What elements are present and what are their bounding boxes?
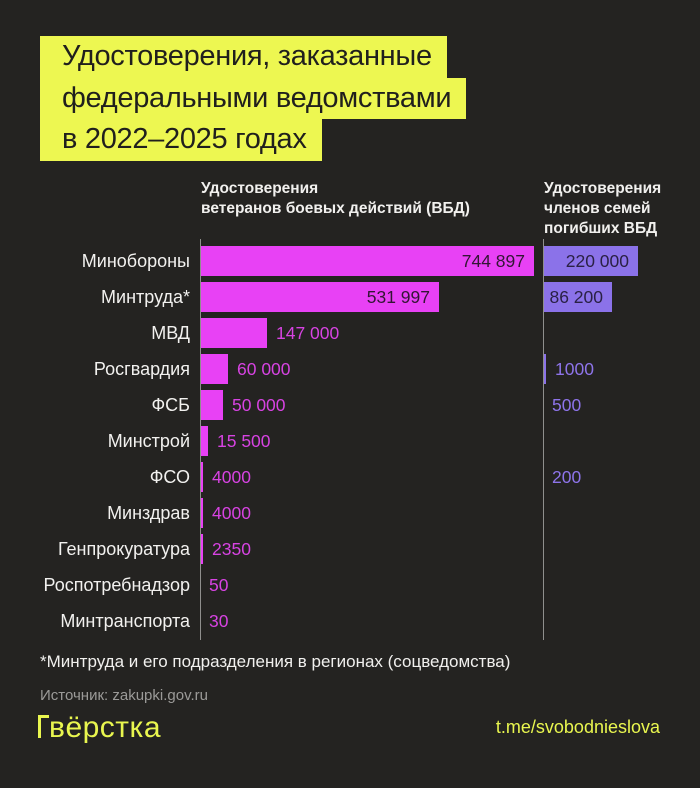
chart-row: ФСБ 50 000 500	[0, 390, 700, 426]
category-label: Генпрокуратура	[57, 539, 190, 559]
bar-chart: Минобороны 744 897 220 000 Минтруда* 531 997…	[0, 246, 700, 646]
telegram-handle: t.me/svobodnieslova	[495, 717, 660, 737]
chart-row: Роспотребнадзор 50	[0, 570, 700, 606]
value-label: 4000	[212, 503, 251, 523]
bar-vbd	[201, 462, 203, 492]
bar-vbd: 744 897	[201, 246, 534, 276]
left-column-header: Удостоверения ветеранов боевых действий …	[201, 179, 470, 219]
footnote: *Минтруда и его подразделения в регионах…	[40, 652, 511, 671]
bar-vbd	[201, 390, 223, 420]
verstka-logo-text: вёрстка	[49, 711, 162, 744]
category-label: ФСО	[149, 467, 190, 487]
value-label: 147 000	[276, 323, 340, 343]
title-line-3: в 2022–2025 годах	[40, 119, 322, 161]
value-label: 744 897	[461, 251, 525, 271]
value-label: 2350	[212, 539, 251, 559]
category-label: МВД	[151, 323, 190, 343]
bar-vbd	[201, 354, 228, 384]
bar-vbd	[201, 498, 203, 528]
value-label: 200	[552, 467, 582, 487]
right-axis-line	[543, 239, 544, 640]
verstka-logo-mark	[38, 715, 49, 738]
chart-row: Минтранспорта 30	[0, 606, 700, 642]
value-label: 50	[209, 575, 229, 595]
right-column-header-line: Удостоверения	[544, 180, 662, 197]
chart-row: ФСО 4000 200	[0, 462, 700, 498]
title-line-1: Удостоверения, заказанные	[40, 36, 447, 78]
value-label: 4000	[212, 467, 251, 487]
value-label: 531 997	[366, 287, 430, 307]
chart-row: Минстрой 15 500	[0, 426, 700, 462]
category-label: Роспотребнадзор	[43, 575, 191, 595]
category-label: ФСБ	[151, 395, 191, 415]
category-label: Минтруда*	[101, 287, 190, 307]
bar-vbd: 531 997	[201, 282, 439, 312]
value-label: 50 000	[232, 395, 286, 415]
value-label: 220 000	[565, 251, 629, 271]
bar-family: 220 000	[544, 246, 638, 276]
left-column-header-line: ветеранов боевых действий (ВБД)	[201, 199, 470, 217]
right-column-header: Удостоверения членов семей погибших ВБД	[544, 179, 661, 238]
right-column-header-line: членов семей	[544, 199, 651, 217]
chart-row: Минздрав 4000	[0, 498, 700, 534]
category-label: Минстрой	[107, 431, 190, 451]
category-label: Минобороны	[81, 251, 190, 271]
chart-row: Росгвардия 60 000 1000	[0, 354, 700, 390]
right-column-header-line: погибших ВБД	[544, 219, 658, 237]
value-label: 15 500	[217, 431, 271, 451]
category-label: Минздрав	[107, 503, 190, 523]
left-axis-line	[200, 239, 201, 640]
chart-row: МВД 147 000	[0, 318, 700, 354]
page-title: Удостоверения, заказанные федеральными в…	[40, 36, 467, 161]
value-label: 500	[552, 395, 582, 415]
value-label: 30	[209, 611, 229, 631]
bar-vbd	[201, 318, 267, 348]
bar-family: 86 200	[544, 282, 612, 312]
bar-family	[544, 354, 546, 384]
bar-vbd	[201, 534, 203, 564]
chart-row: Минтруда* 531 997 86 200	[0, 282, 700, 318]
left-column-header-line: Удостоверения	[201, 180, 319, 197]
source-label: Источник: zakupki.gov.ru	[40, 687, 208, 704]
value-label: 1000	[555, 359, 594, 379]
category-label: Росгвардия	[93, 359, 190, 379]
category-label: Минтранспорта	[60, 611, 190, 631]
title-line-2: федеральными ведомствами	[40, 77, 467, 120]
chart-row: Минобороны 744 897 220 000	[0, 246, 700, 282]
chart-row: Генпрокуратура 2350	[0, 534, 700, 570]
value-label: 86 200	[549, 287, 603, 307]
bar-vbd	[201, 426, 208, 456]
verstka-logo: вёрстка	[38, 711, 161, 745]
value-label: 60 000	[237, 359, 291, 379]
